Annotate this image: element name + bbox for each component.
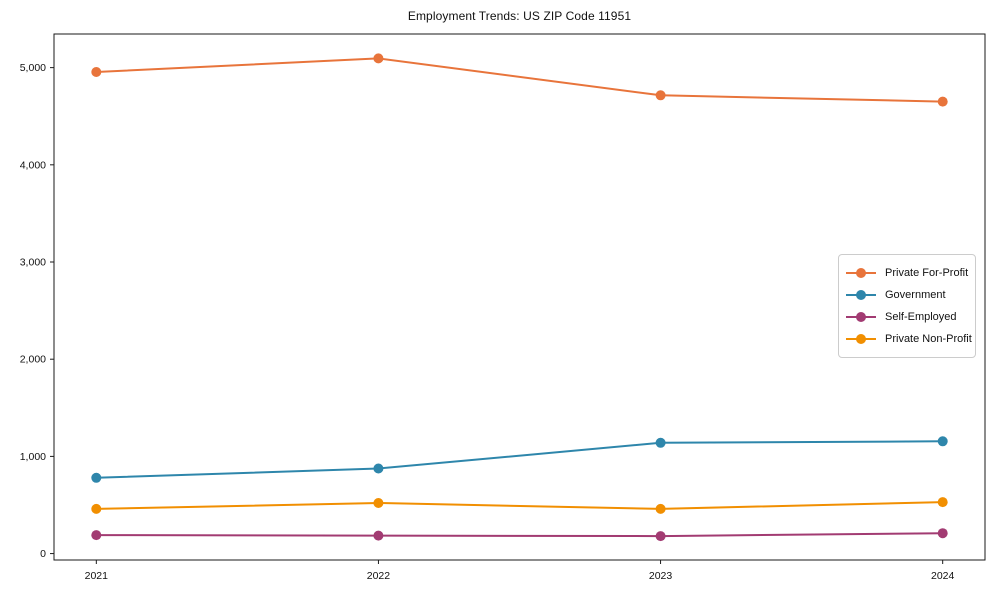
series-line [95, 440, 944, 479]
legend-item-label: Self-Employed [885, 311, 957, 323]
legend-marker-icon [846, 334, 876, 344]
data-point [91, 503, 102, 514]
data-point [937, 436, 948, 447]
data-point [373, 530, 384, 541]
legend-item-label: Private Non-Profit [885, 333, 972, 345]
data-point [655, 503, 666, 514]
data-point [655, 531, 666, 542]
legend-item-label: Private For-Profit [885, 267, 969, 279]
y-tick-label: 3,000 [20, 257, 46, 269]
data-point [91, 472, 102, 483]
legend-marker-icon [846, 268, 876, 278]
y-tick-label: 4,000 [20, 159, 46, 171]
legend-item: Self-Employed [846, 306, 967, 328]
data-point [373, 463, 384, 474]
legend-item-label: Government [885, 289, 946, 301]
legend: Private For-Profit Government Self-Employe… [838, 254, 976, 358]
x-tick-label: 2023 [649, 570, 673, 582]
data-point [937, 96, 948, 107]
data-point [655, 437, 666, 448]
legend-item: Private For-Profit [846, 262, 969, 284]
data-point [373, 498, 384, 508]
legend-marker-icon [846, 312, 876, 322]
data-point [937, 497, 948, 508]
series-line [95, 532, 944, 538]
x-tick-label: 2024 [931, 570, 955, 582]
y-tick-label: 5,000 [20, 62, 46, 74]
legend-item: Private Non-Profit [846, 328, 972, 350]
series-line [95, 501, 944, 510]
chart-title: Employment Trends: US ZIP Code 11951 [407, 9, 632, 23]
y-tick-label: 1,000 [20, 451, 46, 463]
y-tick-label: 0 [40, 548, 46, 560]
series-line [95, 57, 944, 103]
data-point [655, 90, 666, 101]
data-point [373, 53, 384, 64]
x-tick-label: 2022 [367, 570, 391, 582]
plot-border [53, 33, 986, 561]
data-point [91, 530, 102, 541]
legend-item: Government [846, 284, 967, 306]
legend-marker-icon [846, 290, 876, 300]
x-tick-label: 2021 [85, 570, 109, 582]
data-point [91, 67, 102, 77]
y-tick-label: 2,000 [20, 354, 46, 366]
data-point [937, 528, 948, 539]
